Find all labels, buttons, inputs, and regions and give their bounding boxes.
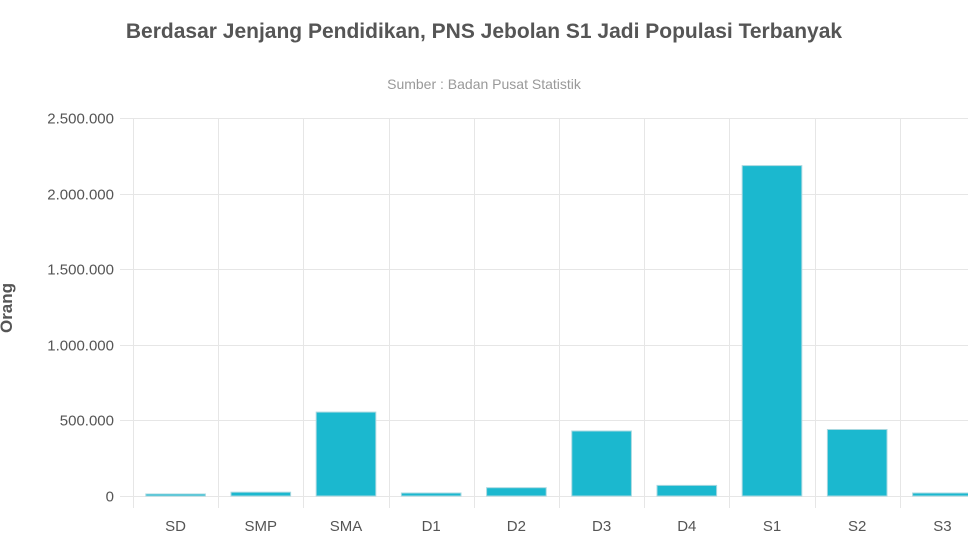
bar-sd[interactable] [145, 493, 206, 497]
x-tick-label-d1: D1 [422, 518, 441, 535]
bar-d2[interactable] [486, 487, 547, 497]
x-tick-label-d3: D3 [592, 518, 611, 535]
x-tick-label-smp: SMP [245, 518, 278, 535]
x-tick-label-sd: SD [165, 518, 186, 535]
bar-smp[interactable] [230, 491, 292, 497]
bars [145, 165, 968, 497]
x-tick-label-d4: D4 [677, 518, 696, 535]
x-tick-labels: SD SMP SMA D1 D2 D3 D4 S1 S2 S3 [165, 518, 951, 535]
x-tick-label-s1: S1 [763, 518, 781, 535]
x-tick-label-s2: S2 [848, 518, 866, 535]
bar-s2[interactable] [826, 429, 888, 497]
x-tick-label-d2: D2 [507, 518, 526, 535]
y-axis-label: Orang [0, 283, 16, 333]
x-tick-label-sma: SMA [330, 518, 363, 535]
chart-subtitle: Sumber : Badan Pusat Statistik [387, 76, 582, 92]
y-tick-label: 1.500.000 [47, 262, 114, 279]
bar-d4[interactable] [656, 484, 718, 497]
x-tick-label-s3: S3 [933, 518, 951, 535]
bar-s3[interactable] [912, 492, 968, 497]
grid-lines [120, 118, 968, 508]
bar-sma[interactable] [315, 411, 377, 497]
bar-d3[interactable] [571, 430, 632, 497]
y-tick-label: 2.000.000 [47, 187, 114, 204]
y-tick-label: 1.000.000 [47, 338, 114, 355]
y-tick-label: 0 [106, 489, 114, 506]
bar-d1[interactable] [400, 492, 462, 497]
y-tick-label: 500.000 [60, 413, 114, 430]
bar-s1[interactable] [741, 165, 803, 497]
y-tick-label: 2.500.000 [47, 111, 114, 128]
chart-title: Berdasar Jenjang Pendidikan, PNS Jebolan… [126, 20, 843, 43]
y-tick-labels: 0 500.000 1.000.000 1.500.000 2.000.000 2.500… [47, 111, 114, 506]
